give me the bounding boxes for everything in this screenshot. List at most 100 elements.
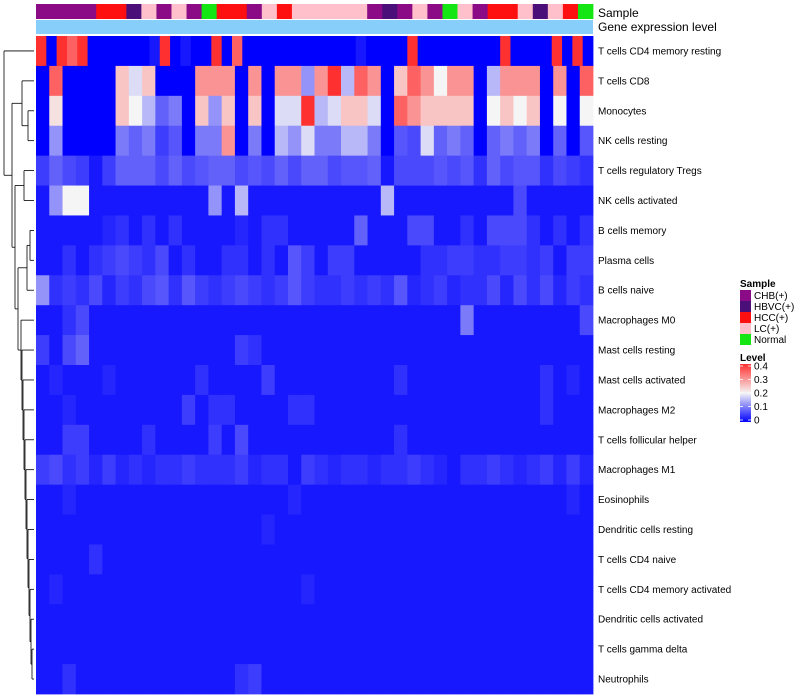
sample-annotation-cell bbox=[51, 4, 67, 19]
heatmap-cell bbox=[539, 454, 554, 486]
heatmap-cell bbox=[195, 454, 209, 486]
heatmap-cell bbox=[261, 484, 276, 515]
heatmap-cell bbox=[562, 36, 573, 67]
heatmap-cell bbox=[486, 484, 501, 515]
heatmap-cell bbox=[566, 424, 581, 456]
heatmap-cell bbox=[327, 484, 342, 515]
heatmap-cell bbox=[128, 95, 143, 127]
heatmap-cell bbox=[553, 604, 567, 635]
heatmap-cell bbox=[579, 664, 594, 695]
heatmap-cell bbox=[75, 664, 90, 695]
heatmap-cell bbox=[128, 335, 143, 366]
heatmap-cell bbox=[274, 275, 289, 306]
heatmap-cell bbox=[473, 125, 488, 157]
heatmap-cell bbox=[526, 215, 541, 246]
row-label: T cells gamma delta bbox=[598, 645, 688, 656]
row-label: B cells memory bbox=[598, 226, 666, 237]
heatmap-cell bbox=[234, 305, 249, 336]
heatmap-cell bbox=[102, 215, 116, 246]
heatmap-cell bbox=[341, 275, 355, 306]
heatmap-cell bbox=[49, 484, 63, 515]
heatmap-cell bbox=[394, 215, 408, 246]
heatmap-cell bbox=[526, 604, 541, 635]
heatmap-cell bbox=[248, 335, 262, 366]
heatmap-cell bbox=[128, 634, 143, 665]
heatmap-cell bbox=[513, 65, 528, 97]
heatmap-cell bbox=[539, 335, 554, 366]
heatmap-cell bbox=[208, 514, 223, 545]
heatmap-cell bbox=[314, 365, 329, 396]
heatmap-cell bbox=[208, 544, 223, 575]
heatmap-cell bbox=[221, 454, 236, 486]
heatmap-cell bbox=[128, 394, 143, 426]
heatmap-cell bbox=[62, 544, 77, 575]
heatmap-cell bbox=[367, 484, 382, 515]
sample-annotation-cell bbox=[306, 4, 323, 19]
heatmap-cell bbox=[287, 514, 302, 545]
heatmap-cell bbox=[354, 394, 368, 426]
heatmap-cell bbox=[62, 365, 77, 396]
heatmap-cell bbox=[301, 215, 315, 246]
heatmap-cell bbox=[420, 275, 435, 306]
heatmap-cell bbox=[473, 634, 488, 665]
heatmap-cell bbox=[553, 215, 567, 246]
heatmap-cell bbox=[155, 544, 170, 575]
heatmap-cell bbox=[75, 365, 90, 396]
sample-annotation-cell bbox=[427, 4, 443, 19]
legend: Sample Level CHB(+)HBVC(+)HCC(+)LC(+)Nor… bbox=[740, 279, 794, 427]
heatmap-cell bbox=[582, 36, 594, 67]
heatmap-cell bbox=[62, 454, 77, 486]
heatmap-cell bbox=[195, 365, 209, 396]
heatmap-cell bbox=[274, 604, 289, 635]
heatmap-cell bbox=[49, 215, 63, 246]
heatmap-cell bbox=[181, 65, 196, 97]
heatmap-cell bbox=[486, 125, 501, 157]
heatmap-cell bbox=[473, 65, 488, 97]
heatmap-cell bbox=[274, 424, 289, 456]
heatmap-cell bbox=[128, 365, 143, 396]
heatmap-cell bbox=[234, 275, 249, 306]
heatmap-cell bbox=[407, 424, 421, 456]
heatmap-cell bbox=[142, 245, 156, 276]
heatmap-cell bbox=[89, 394, 103, 426]
heatmap-cell bbox=[195, 544, 209, 575]
heatmap-cell bbox=[367, 65, 382, 97]
heatmap-cell bbox=[234, 514, 249, 545]
heatmap-cell bbox=[460, 454, 475, 486]
heatmap-cell bbox=[447, 305, 461, 336]
heatmap-cell bbox=[102, 305, 116, 336]
heatmap-cell bbox=[341, 544, 355, 575]
heatmap-cell bbox=[380, 424, 395, 456]
heatmap-cell bbox=[500, 65, 514, 97]
heatmap-cell bbox=[438, 36, 449, 67]
heatmap-cell bbox=[89, 335, 103, 366]
heatmap-cell bbox=[49, 454, 63, 486]
heatmap-cell bbox=[553, 275, 567, 306]
heatmap-cell bbox=[354, 335, 368, 366]
heatmap-cell bbox=[287, 634, 302, 665]
heatmap-cell bbox=[394, 424, 408, 456]
heatmap-cell bbox=[341, 394, 355, 426]
heatmap-cell bbox=[539, 394, 554, 426]
heatmap-cell bbox=[500, 664, 514, 695]
heatmap-cell bbox=[274, 155, 289, 186]
heatmap-cell bbox=[287, 484, 302, 515]
heatmap-cell bbox=[486, 544, 501, 575]
heatmap-cell bbox=[572, 36, 584, 67]
heatmap-cell bbox=[314, 604, 329, 635]
row-label: Dendritic cells activated bbox=[598, 615, 703, 626]
heatmap-cell bbox=[36, 574, 50, 605]
heatmap-cell bbox=[460, 185, 475, 216]
heatmap-cell bbox=[486, 65, 501, 97]
heatmap-cell bbox=[142, 95, 156, 127]
heatmap-cell bbox=[234, 245, 249, 276]
heatmap-cell bbox=[380, 514, 395, 545]
heatmap-cell bbox=[261, 664, 276, 695]
heatmap-cell bbox=[49, 125, 63, 157]
heatmap-cell bbox=[155, 305, 170, 336]
row-label: NK cells resting bbox=[598, 136, 667, 147]
heatmap-cell bbox=[274, 215, 289, 246]
heatmap-cell bbox=[75, 424, 90, 456]
heatmap-cell bbox=[221, 424, 236, 456]
heatmap-cell bbox=[142, 514, 156, 545]
